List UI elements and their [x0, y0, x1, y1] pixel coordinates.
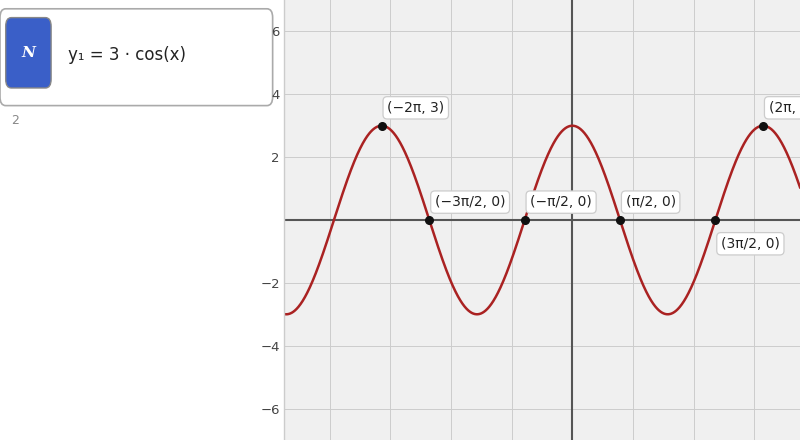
Text: (3π/2, 0): (3π/2, 0) [721, 237, 780, 251]
Text: (−π/2, 0): (−π/2, 0) [530, 195, 592, 209]
Text: (−3π/2, 0): (−3π/2, 0) [435, 195, 506, 209]
FancyBboxPatch shape [0, 9, 273, 106]
Text: (π/2, 0): (π/2, 0) [626, 195, 676, 209]
Text: (2π, 3): (2π, 3) [769, 101, 800, 115]
FancyBboxPatch shape [6, 18, 51, 88]
Text: N: N [22, 46, 35, 60]
Text: y₁ = 3 · cos(x): y₁ = 3 · cos(x) [68, 46, 186, 64]
Text: 2: 2 [11, 114, 19, 128]
Text: (−2π, 3): (−2π, 3) [387, 101, 444, 115]
